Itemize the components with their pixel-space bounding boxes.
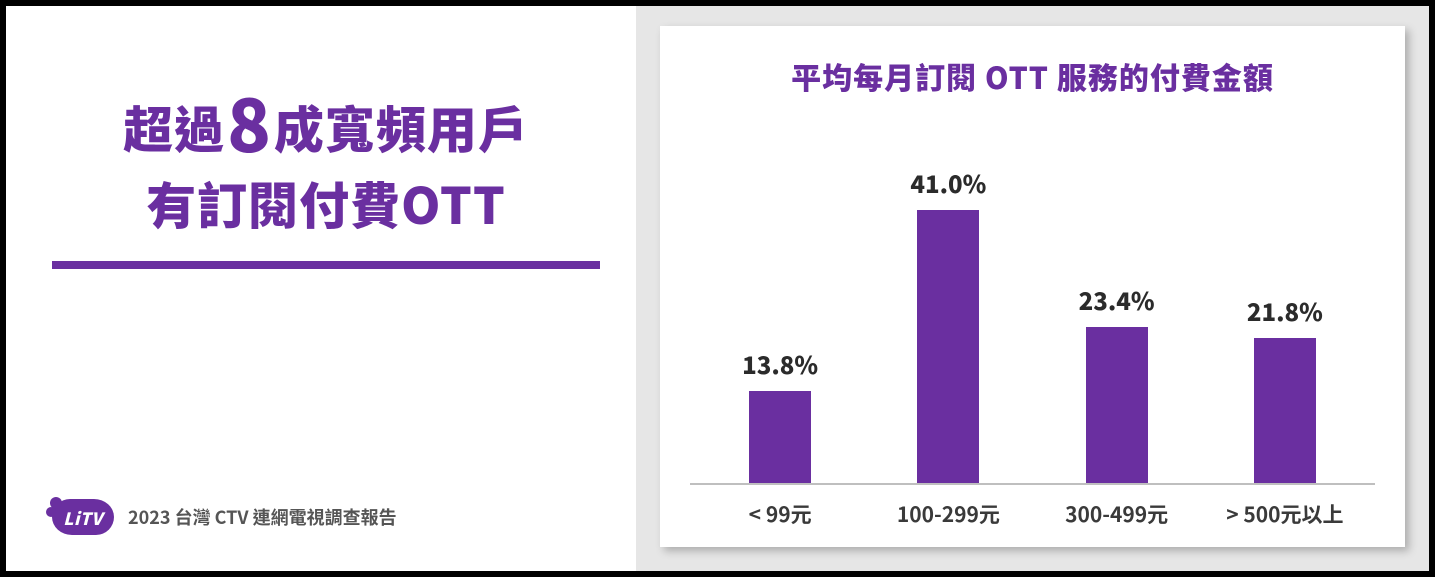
headline-block: 超過8成寬頻用戶 有訂閱付費OTT [46,76,606,269]
bar-value-label-2: 23.4% [1079,282,1155,317]
chart-area: 13.8% 41.0% 23.4% 21.8% [690,128,1375,529]
category-label-1: 100-299元 [864,499,1032,529]
chart-title: 平均每月訂閱 OTT 服務的付費金額 [690,54,1375,98]
headline-post: 成寬頻用戶 [274,91,529,163]
logo-text: LiTV [63,505,102,530]
headline-line-2: 有訂閱付費OTT [46,172,606,235]
slide-frame: 超過8成寬頻用戶 有訂閱付費OTT LiTV 2023 台灣 CTV 連網電視調… [0,0,1435,577]
bar-group-2: 23.4% [1033,128,1201,483]
bar-rect-3 [1254,338,1316,483]
headline-line-1: 超過8成寬頻用戶 [46,76,606,166]
category-label-2: 300-499元 [1033,499,1201,529]
bar-group-3: 21.8% [1201,128,1369,483]
bar-value-label-1: 41.0% [910,165,986,200]
bar-value-label-0: 13.8% [742,346,818,381]
bar-rect-1 [917,210,979,483]
category-row: < 99元 100-299元 300-499元 > 500元以上 [690,485,1375,529]
bar-rect-2 [1086,327,1148,483]
category-label-0: < 99元 [696,499,864,529]
headline-underline [52,261,600,269]
left-panel: 超過8成寬頻用戶 有訂閱付費OTT LiTV 2023 台灣 CTV 連網電視調… [6,6,636,571]
headline-big-number: 8 [225,68,274,173]
headline-pre: 超過 [123,91,225,163]
bar-group-0: 13.8% [696,128,864,483]
footer: LiTV 2023 台灣 CTV 連網電視調查報告 [46,499,606,551]
bar-value-label-3: 21.8% [1247,293,1323,328]
bars-row: 13.8% 41.0% 23.4% 21.8% [690,128,1375,485]
chart-card: 平均每月訂閱 OTT 服務的付費金額 13.8% 41.0% 23.4% [660,26,1405,547]
footer-caption: 2023 台灣 CTV 連網電視調查報告 [128,504,397,530]
bar-rect-0 [749,391,811,483]
bar-group-1: 41.0% [864,128,1032,483]
category-label-3: > 500元以上 [1201,499,1369,529]
right-panel: 平均每月訂閱 OTT 服務的付費金額 13.8% 41.0% 23.4% [636,6,1429,571]
logo-badge: LiTV [52,499,114,535]
